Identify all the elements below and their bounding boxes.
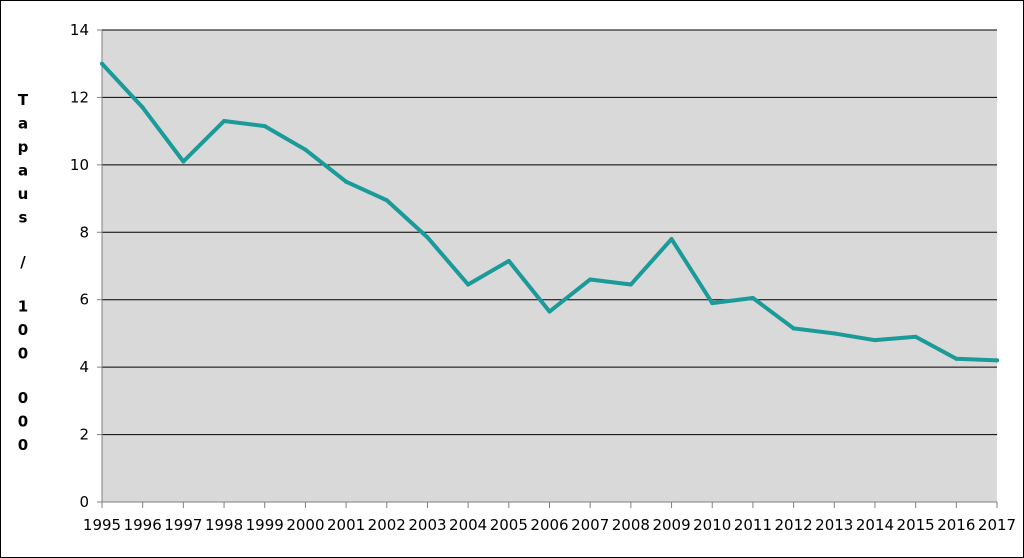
y-axis-label-char: p (18, 138, 29, 156)
y-axis-label-char: s (19, 209, 28, 227)
x-tick-label: 2005 (490, 516, 528, 534)
data-point (425, 235, 430, 240)
x-tick-label: 2012 (774, 516, 812, 534)
x-tick-label: 2000 (286, 516, 324, 534)
y-axis-label-char: T (18, 91, 29, 109)
y-tick-label: 4 (79, 358, 89, 376)
x-tick-label: 2007 (571, 516, 609, 534)
y-tick-label: 14 (70, 21, 89, 39)
y-axis-label-char: a (18, 162, 28, 180)
x-tick-label: 1995 (83, 516, 121, 534)
y-axis-label-char: 0 (18, 389, 28, 407)
y-tick-label: 0 (79, 493, 89, 511)
data-point (100, 61, 104, 66)
x-tick-label: 2004 (449, 516, 487, 534)
data-point (954, 356, 959, 361)
data-point (181, 159, 186, 164)
data-point (995, 358, 999, 363)
data-point (669, 237, 674, 242)
axes (97, 29, 998, 508)
x-tick-label: 2010 (693, 516, 731, 534)
data-point (913, 334, 918, 339)
data-point (384, 198, 389, 203)
x-tick-label: 1999 (246, 516, 284, 534)
y-axis-label-char: 0 (18, 413, 28, 431)
x-tick-label: 2013 (815, 516, 853, 534)
data-point (588, 277, 593, 282)
y-axis-label-char: a (18, 115, 28, 133)
data-point (466, 282, 471, 287)
y-tick-labels: 0 2 4 6 8 10 12 14 (70, 21, 89, 511)
x-tick-label: 1997 (164, 516, 202, 534)
x-tick-label: 2014 (856, 516, 894, 534)
y-axis-label-char: u (18, 185, 29, 203)
y-tick-label: 2 (79, 426, 89, 444)
x-tick-label: 1996 (124, 516, 162, 534)
y-tick-label: 10 (70, 156, 89, 174)
y-tick-label: 12 (70, 88, 89, 106)
x-tick-label: 2017 (978, 516, 1016, 534)
data-point (710, 301, 715, 306)
data-point (791, 326, 796, 331)
y-tick-label: 8 (79, 223, 89, 241)
y-axis-label-char: 0 (18, 436, 28, 454)
data-point (628, 282, 633, 287)
y-axis-label-char: 0 (18, 345, 28, 363)
data-point (506, 258, 511, 263)
x-tick-labels: 1995 1996 1997 1998 1999 2000 2001 2002 2003 2004… (83, 516, 1016, 534)
y-axis-label-char: 0 (18, 321, 28, 339)
data-point (750, 296, 755, 301)
series (100, 61, 999, 363)
x-tick-label: 2015 (897, 516, 935, 534)
plot-area (102, 30, 997, 502)
x-tick-label: 2016 (937, 516, 975, 534)
gridlines (102, 29, 997, 436)
x-tick-label: 2003 (408, 516, 446, 534)
data-point (872, 338, 877, 343)
x-tick-label: 2001 (327, 516, 365, 534)
y-axis-label-char: 1 (18, 298, 28, 316)
y-tick-label: 6 (79, 291, 89, 309)
data-point (140, 105, 145, 110)
x-tick-label: 2002 (368, 516, 406, 534)
x-tick-label: 2009 (652, 516, 690, 534)
data-point (222, 119, 227, 124)
y-axis-label-char: / (20, 253, 26, 271)
data-point (832, 331, 837, 336)
data-point (303, 147, 308, 152)
x-tick-label: 2011 (734, 516, 772, 534)
x-tick-label: 2008 (612, 516, 650, 534)
x-tick-label: 2006 (530, 516, 568, 534)
data-point (262, 124, 267, 129)
x-tick-label: 1998 (205, 516, 243, 534)
data-point (547, 309, 552, 314)
data-point (344, 179, 349, 184)
